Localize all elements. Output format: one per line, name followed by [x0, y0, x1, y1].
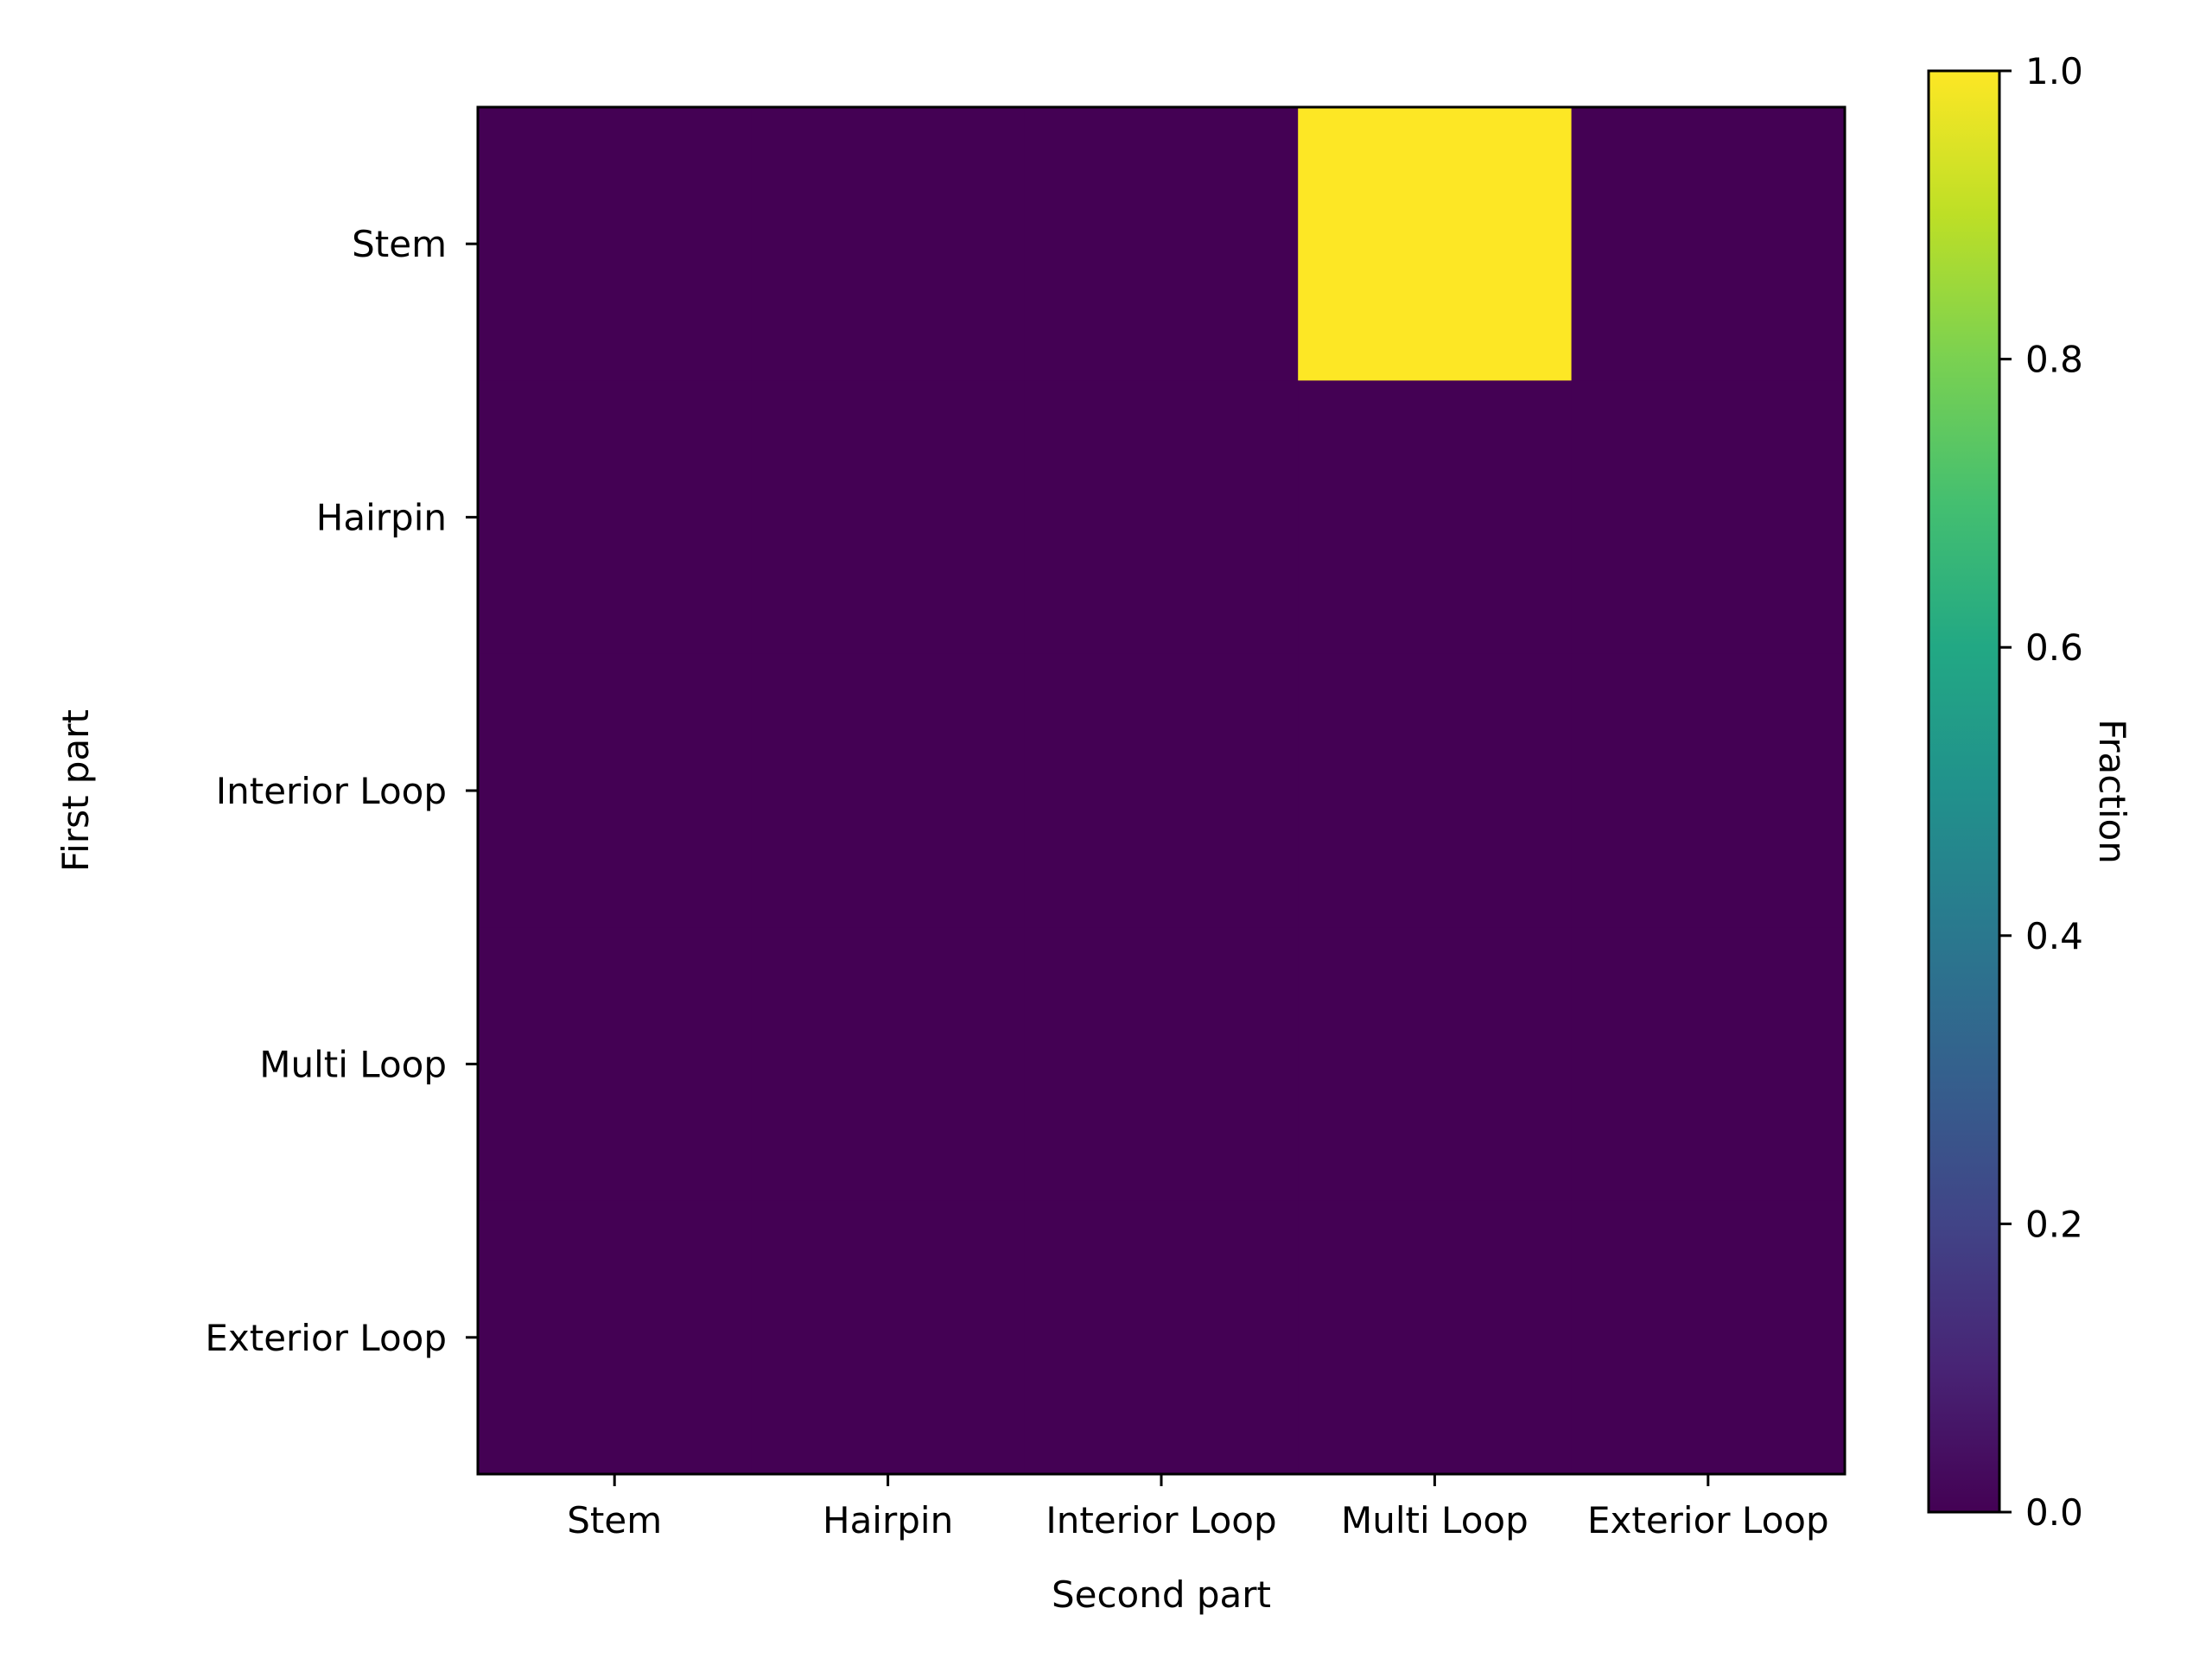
heatmap-cell [751, 380, 1026, 655]
x-tick-label: Hairpin [823, 1499, 953, 1541]
heatmap-cell [751, 1200, 1026, 1475]
heatmap-cell [1298, 1200, 1573, 1475]
heatmap-cell [1024, 1200, 1299, 1475]
heatmap-cell [1571, 107, 1846, 381]
heatmap-cell [1024, 653, 1299, 928]
heatmap-cell [478, 380, 752, 655]
x-tick-label: Stem [567, 1499, 662, 1541]
colorbar-tick-label: 0.2 [2025, 1203, 2083, 1245]
x-tick-label: Interior Loop [1046, 1499, 1276, 1541]
x-axis-label: Second part [1052, 1573, 1271, 1616]
heatmap-cell [751, 107, 1026, 381]
x-tick-label: Exterior Loop [1587, 1499, 1829, 1541]
colorbar-tick-label: 0.8 [2025, 339, 2083, 381]
heatmap-cell [478, 653, 752, 928]
y-tick-label: Multi Loop [259, 1043, 447, 1085]
heatmap-cell [751, 927, 1026, 1202]
heatmap-cell [1298, 107, 1573, 381]
heatmap-cell [478, 927, 752, 1202]
y-tick-label: Stem [352, 223, 447, 265]
y-tick-label: Hairpin [316, 497, 447, 539]
heatmap-cell [1298, 927, 1573, 1202]
colorbar-tick-label: 0.6 [2025, 626, 2083, 669]
colorbar-tick-label: 0.4 [2025, 915, 2083, 957]
x-tick-label: Multi Loop [1341, 1499, 1529, 1541]
heatmap-cell [1571, 1200, 1846, 1475]
y-axis: Stem Hairpin Interior Loop Multi Loop Exteri… [205, 223, 478, 1359]
colorbar-ticks: 0.0 0.2 0.4 0.6 0.8 1.0 [1999, 50, 2083, 1534]
heatmap-cell [1571, 653, 1846, 928]
heatmap-cell [1571, 927, 1846, 1202]
y-tick-label: Interior Loop [216, 770, 447, 812]
heatmap-cell [1024, 927, 1299, 1202]
colorbar-tick-label: 0.0 [2025, 1491, 2083, 1534]
heatmap-cell [1571, 380, 1846, 655]
heatmap-cell [751, 653, 1026, 928]
heatmap-cell [478, 1200, 752, 1475]
heatmap-cell [478, 107, 752, 381]
heatmap-cells [478, 107, 1846, 1475]
x-axis: Stem Hairpin Interior Loop Multi Loop Exteri… [567, 1474, 1829, 1541]
colorbar-gradient [1927, 69, 2001, 1514]
colorbar-tick-label: 1.0 [2025, 50, 2083, 92]
heatmap-cell [1298, 653, 1573, 928]
colorbar: 0.0 0.2 0.4 0.6 0.8 1.0 Fraction [1927, 50, 2133, 1534]
colorbar-label: Fraction [2091, 719, 2133, 864]
heatmap-cell [1024, 107, 1299, 381]
y-tick-label: Exterior Loop [205, 1317, 447, 1359]
y-axis-label: First part [54, 709, 97, 872]
heatmap-cell [1298, 380, 1573, 655]
heatmap-cell [1024, 380, 1299, 655]
